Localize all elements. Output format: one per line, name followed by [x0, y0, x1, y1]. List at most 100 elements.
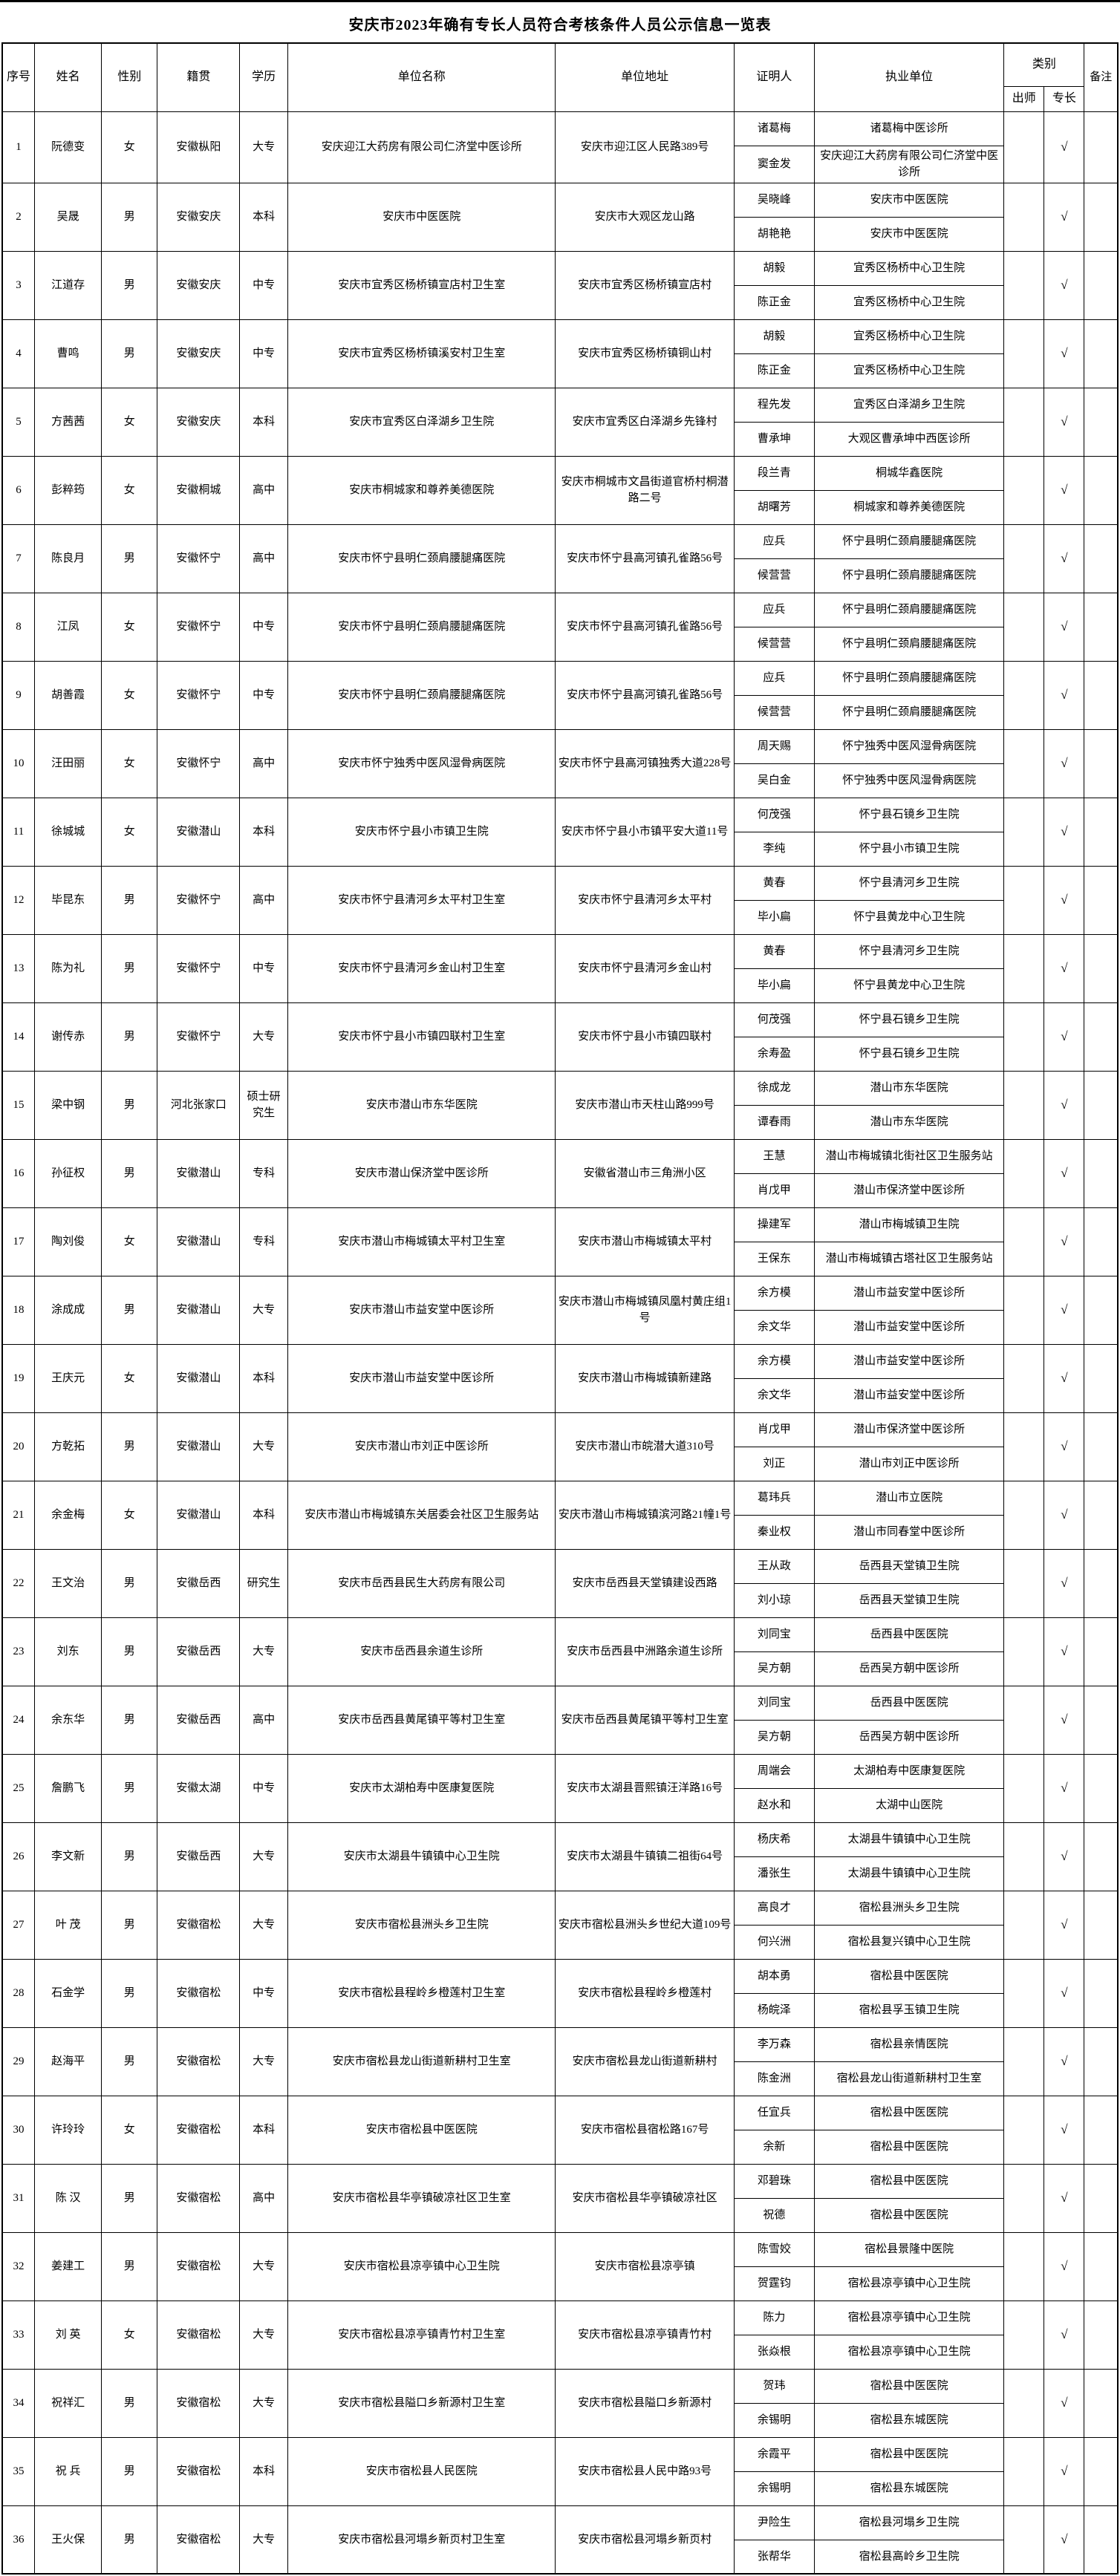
- address-cell: 安庆市潜山市梅城镇太平村: [555, 1207, 735, 1276]
- person-subrow: 祝德 宿松县中医医院: [2, 2197, 1118, 2233]
- unit-cell: 安庆市潜山市益安堂中医诊所: [287, 1343, 556, 1413]
- serial-cell: 21: [1, 1480, 36, 1550]
- people-rows: 1 阮德变女安徽枞阳 大专 安庆迎江大药房有限公司仁济堂中医诊所 安庆市迎江区人民路38…: [1, 111, 1119, 2575]
- zhuanchang-cell: √: [1044, 2095, 1085, 2165]
- zhuanchang-cell: √: [1044, 387, 1085, 457]
- certifier-cell: 周端会: [733, 1753, 815, 1789]
- address-cell: 安庆市潜山市梅城镇凤凰村黄庄组1号: [555, 1275, 735, 1345]
- origin-cell: 安徽岳西: [157, 1617, 241, 1686]
- address-cell: 安庆市宿松县河塌乡新页村: [555, 2505, 735, 2575]
- certifier-cell: 肖戊甲: [733, 1412, 815, 1447]
- practice-org-cell: 怀宁县石镜乡卫生院: [813, 1002, 1005, 1037]
- gender-cell: 女: [101, 455, 158, 525]
- address-cell: 安庆市宿松县凉亭镇: [555, 2231, 735, 2301]
- gender-cell: 男: [101, 1890, 158, 1960]
- remark-cell: [1084, 182, 1119, 252]
- serial-cell: 2: [1, 182, 36, 252]
- certifier-cell: 应兵: [733, 592, 815, 627]
- name-cell: 吴晟: [34, 182, 102, 252]
- unit-cell: 安庆市桐城家和尊养美德医院: [287, 455, 556, 525]
- address-cell: 安庆市宿松县华亭镇破凉社区: [555, 2163, 735, 2233]
- name-cell: 谢传赤: [34, 1002, 102, 1072]
- chushi-cell: [1003, 2026, 1045, 2096]
- origin-cell: 安徽宿松: [157, 1958, 241, 2028]
- zhuanchang-cell: √: [1044, 1890, 1085, 1960]
- gender-cell: 男: [101, 2026, 158, 2096]
- unit-cell: 安庆市宿松县人民医院: [287, 2436, 556, 2506]
- origin-cell: 安徽宿松: [157, 2026, 241, 2096]
- gender-cell: 男: [101, 1685, 158, 1755]
- practice-org-cell: 宜秀区杨桥中心卫生院: [813, 353, 1005, 388]
- zhuanchang-cell: √: [1044, 865, 1085, 935]
- chushi-cell: [1003, 2095, 1045, 2165]
- practice-org-cell: 岳西县中医医院: [813, 1617, 1005, 1652]
- person-subrow: 刘小琼 岳西县天堂镇卫生院: [2, 1582, 1118, 1618]
- practice-org-cell: 太湖柏寿中医康复医院: [813, 1753, 1005, 1789]
- person-row: 21 余金梅女安徽潜山 本科 安庆市潜山市梅城镇东关居委会社区卫生服务站 安庆市潜山市梅…: [1, 1480, 1119, 1550]
- certifier-cell: 谭春雨: [733, 1104, 815, 1140]
- name-cell: 刘 英: [34, 2300, 102, 2370]
- remark-cell: [1084, 2026, 1119, 2096]
- person-subrow: 吴方朝 岳西吴方朝中医诊所: [2, 1651, 1118, 1686]
- education-cell: 中专: [239, 592, 288, 662]
- practice-org-cell: 太湖中山医院: [813, 1787, 1005, 1823]
- unit-cell: 安庆市怀宁县明仁颈肩腰腿痛医院: [287, 524, 556, 593]
- person-subrow: 候营营 怀宁县明仁颈肩腰腿痛医院: [2, 694, 1118, 730]
- practice-org-cell: 怀宁独秀中医风湿骨病医院: [813, 728, 1005, 764]
- practice-org-cell: 岳西县中医医院: [813, 1685, 1005, 1721]
- address-cell: 安庆市宜秀区白泽湖乡先锋村: [555, 387, 735, 457]
- practice-org-cell: 潜山市东华医院: [813, 1070, 1005, 1106]
- name-cell: 祝祥汇: [34, 2368, 102, 2438]
- certifier-cell: 候营营: [733, 558, 815, 593]
- certifier-cell: 秦业权: [733, 1514, 815, 1550]
- origin-cell: 安徽枞阳: [157, 111, 241, 183]
- serial-cell: 14: [1, 1002, 36, 1072]
- practice-org-cell: 怀宁县黄龙中心卫生院: [813, 968, 1005, 1003]
- unit-cell: 安庆市宿松县龙山街道新耕村卫生室: [287, 2026, 556, 2096]
- person-subrow: 胡艳艳 安庆市中医医院: [2, 216, 1118, 252]
- person-row: 26 李文新男安徽岳西 大专 安庆市太湖县牛镇镇中心卫生院 安庆市太湖县牛镇镇二祖街64…: [1, 1822, 1119, 1891]
- table-header: 序号 姓名 性别 籍贯 学历 单位名称 单位地址 证明人 执业单位 类别 备注 …: [1, 42, 1119, 112]
- certifier-cell: 段兰青: [733, 455, 815, 491]
- origin-cell: 安徽潜山: [157, 1480, 241, 1550]
- practice-org-cell: 宿松县高岭乡卫生院: [813, 2539, 1005, 2575]
- serial-cell: 4: [1, 319, 36, 388]
- gender-cell: 男: [101, 2436, 158, 2506]
- remark-cell: [1084, 1548, 1119, 1618]
- chushi-cell: [1003, 1275, 1045, 1345]
- education-cell: 高中: [239, 524, 288, 593]
- remark-cell: [1084, 592, 1119, 662]
- practice-org-cell: 宿松县中医医院: [813, 2368, 1005, 2404]
- gender-cell: 女: [101, 111, 158, 183]
- chushi-cell: [1003, 660, 1045, 730]
- publicity-table: 序号 姓名 性别 籍贯 学历 单位名称 单位地址 证明人 执业单位 类别 备注 …: [1, 42, 1119, 2575]
- gender-cell: 女: [101, 1343, 158, 1413]
- practice-org-cell: 岳西县天堂镇卫生院: [813, 1582, 1005, 1618]
- practice-org-cell: 桐城家和尊养美德医院: [813, 489, 1005, 525]
- chushi-cell: [1003, 2368, 1045, 2438]
- unit-cell: 安庆市潜山市刘正中医诊所: [287, 1412, 556, 1481]
- practice-org-cell: 岳西吴方朝中医诊所: [813, 1651, 1005, 1686]
- chushi-cell: [1003, 455, 1045, 525]
- person-subrow: 谭春雨 潜山市东华医院: [2, 1104, 1118, 1140]
- person-row: 29 赵海平男安徽宿松 大专 安庆市宿松县龙山街道新耕村卫生室 安庆市宿松县龙山街道新耕…: [1, 2026, 1119, 2096]
- zhuanchang-cell: √: [1044, 1002, 1085, 1072]
- serial-cell: 25: [1, 1753, 36, 1823]
- zhuanchang-cell: √: [1044, 1958, 1085, 2028]
- col-category: 类别: [1003, 42, 1085, 87]
- remark-cell: [1084, 2095, 1119, 2165]
- origin-cell: 安徽岳西: [157, 1548, 241, 1618]
- practice-org-cell: 怀宁县小市镇卫生院: [813, 831, 1005, 867]
- practice-org-cell: 宿松县洲头乡卫生院: [813, 1890, 1005, 1926]
- unit-cell: 安庆市怀宁独秀中医风湿骨病医院: [287, 728, 556, 798]
- remark-cell: [1084, 933, 1119, 1003]
- chushi-cell: [1003, 319, 1045, 388]
- person-row: 5 方茜茜女安徽安庆 本科 安庆市宜秀区白泽湖乡卫生院 安庆市宜秀区白泽湖乡先锋村 程先发…: [1, 387, 1119, 457]
- name-cell: 方乾拓: [34, 1412, 102, 1481]
- certifier-cell: 陈正金: [733, 353, 815, 388]
- serial-cell: 1: [1, 111, 36, 183]
- col-address: 单位地址: [555, 42, 735, 112]
- address-cell: 安庆市岳西县黄尾镇平等村卫生室: [555, 1685, 735, 1755]
- person-row: 3 江道存男安徽安庆 中专 安庆市宜秀区杨桥镇宣店村卫生室 安庆市宜秀区杨桥镇宣店村 胡毅…: [1, 250, 1119, 320]
- practice-org-cell: 潜山市东华医院: [813, 1104, 1005, 1140]
